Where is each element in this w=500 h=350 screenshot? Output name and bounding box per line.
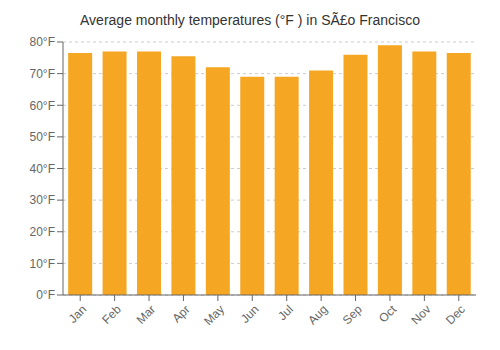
svg-text:30°F: 30°F	[30, 193, 55, 207]
svg-text:Aug: Aug	[305, 302, 330, 327]
svg-text:40°F: 40°F	[30, 162, 55, 176]
svg-text:50°F: 50°F	[30, 130, 55, 144]
html-text:Average monthly temperatures (: Average monthly temperatures (°F ) in SÃ…	[80, 12, 420, 28]
svg-text:Jan: Jan	[66, 302, 90, 326]
svg-text:Oct: Oct	[376, 302, 400, 326]
svg-text:0°F: 0°F	[36, 288, 55, 302]
svg-text:Jul: Jul	[275, 302, 296, 323]
svg-text:80°F: 80°F	[30, 35, 55, 49]
svg-text:Feb: Feb	[99, 302, 124, 327]
svg-text:Sep: Sep	[340, 302, 365, 327]
svg-text:Jun: Jun	[238, 302, 262, 326]
svg-text:Apr: Apr	[170, 302, 193, 325]
svg-text:60°F: 60°F	[30, 99, 55, 113]
svg-text:Dec: Dec	[443, 302, 468, 327]
svg-text:Mar: Mar	[134, 302, 159, 327]
svg-text:20°F: 20°F	[30, 225, 55, 239]
svg-text:10°F: 10°F	[30, 257, 55, 271]
svg-text:May: May	[201, 302, 227, 328]
svg-text:Nov: Nov	[409, 302, 434, 327]
svg-text:70°F: 70°F	[30, 67, 55, 81]
